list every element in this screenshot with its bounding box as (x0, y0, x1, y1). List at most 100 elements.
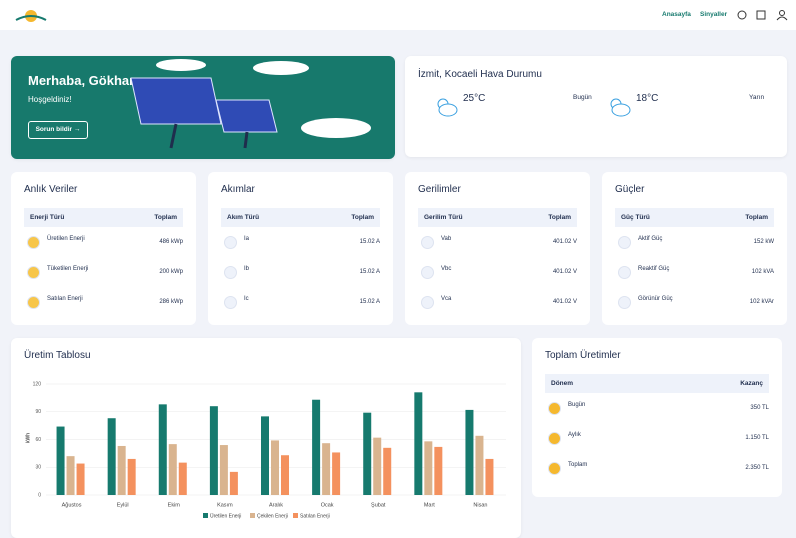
row-label: Ic (244, 296, 249, 302)
row-icon (27, 236, 40, 249)
y-axis-label: kWh (25, 433, 31, 443)
row-value: 200 kWp (159, 269, 183, 275)
y-tick-label: 0 (38, 492, 41, 498)
table-header: Gerilim Türü Toplam (418, 208, 577, 227)
row-value: 2.350 TL (745, 465, 769, 471)
bar (66, 456, 75, 495)
nav-link[interactable]: Sinyaller (700, 11, 728, 18)
row-icon (224, 296, 237, 309)
x-tick-label: Kasım (217, 502, 233, 508)
row-label: Aktif Güç (638, 236, 663, 242)
welcome-subtitle: Hoşgeldiniz! (28, 95, 72, 104)
row-value: 15.02 A (359, 299, 380, 305)
row-icon (421, 296, 434, 309)
weather-title: İzmit, Kocaeli Hava Durumu (418, 69, 542, 80)
bar (209, 406, 218, 495)
bar (485, 458, 494, 495)
row-label: Aylık (568, 432, 581, 438)
top-bar: Anasayfa Sinyaller (0, 0, 796, 30)
bar (414, 392, 423, 495)
legend-swatch (293, 513, 298, 518)
bar (76, 463, 85, 495)
legend-swatch (203, 513, 208, 518)
card-title: Güçler (615, 184, 645, 195)
row-value: 401.02 V (552, 239, 577, 245)
row-icon (224, 236, 237, 249)
row-value: 286 kWp (159, 299, 183, 305)
bar (383, 447, 392, 495)
column-header: Toplam (351, 214, 374, 221)
bar (127, 458, 136, 495)
row-icon (618, 296, 631, 309)
row-value: 102 kVAr (749, 299, 774, 305)
data-card: Gerilimler Gerilim Türü Toplam Vab 401.02 V V… (405, 172, 590, 325)
logo[interactable] (14, 6, 48, 24)
table-header: Akım Türü Toplam (221, 208, 380, 227)
bar (56, 426, 65, 495)
row-value: 102 kVA (751, 269, 774, 275)
bar (373, 437, 382, 495)
bar (178, 462, 187, 495)
column-header: Toplam (154, 214, 177, 221)
row-label: Vca (441, 296, 452, 302)
row-icon (421, 266, 434, 279)
report-button[interactable]: Sorun bildir → (28, 121, 88, 139)
welcome-title: Merhaba, Gökhan (28, 73, 138, 88)
bar (332, 452, 341, 495)
row-label: Ib (244, 266, 250, 272)
x-tick-label: Ocak (321, 502, 334, 508)
bar (117, 445, 126, 495)
chart-title: Üretim Tablosu (24, 350, 91, 361)
column-header: Güç Türü (621, 214, 650, 221)
solar-illustration (130, 59, 371, 149)
x-tick-label: Nisan (473, 502, 487, 508)
row-label: Tüketilen Enerji (47, 266, 89, 272)
x-tick-label: Eylül (117, 502, 129, 508)
row-value: 152 kW (753, 239, 774, 245)
day-label: Bugün (573, 94, 592, 101)
bar (434, 446, 443, 495)
row-label: Görünür Güç (638, 296, 673, 302)
bar (281, 455, 289, 495)
toolbar-icons[interactable] (736, 9, 788, 21)
y-tick-label: 120 (33, 381, 42, 387)
temperature: 18°C (636, 93, 659, 104)
column-header: Kazanç (740, 380, 763, 387)
column-header: Gerilim Türü (424, 214, 463, 221)
data-card: Akımlar Akım Türü Toplam Ia 15.02 A Ib 15.02 A… (208, 172, 393, 325)
row-label: Bugün (568, 402, 586, 408)
data-card: Güçler Güç Türü Toplam Aktif Güç 152 kW Reakt… (602, 172, 787, 325)
bar (229, 471, 238, 495)
x-tick-label: Ağustos (62, 502, 82, 508)
bar (465, 409, 474, 495)
row-icon (27, 296, 40, 309)
row-label: Reaktif Güç (638, 266, 670, 272)
bar (219, 445, 228, 495)
x-tick-label: Aralık (269, 502, 283, 508)
row-value: 1.150 TL (745, 435, 769, 441)
card-title: Gerilimler (418, 184, 461, 195)
bar (271, 440, 279, 495)
weather-icon (437, 98, 458, 117)
row-icon (618, 236, 631, 249)
data-card: Anlık Veriler Enerji Türü Toplam Üretilen E… (11, 172, 196, 325)
bar (261, 416, 269, 495)
bar (363, 412, 372, 495)
bar (168, 444, 177, 495)
nav-link[interactable]: Anasayfa (662, 11, 691, 18)
column-header: Toplam (548, 214, 571, 221)
y-tick-label: 30 (35, 465, 41, 471)
card-title: Toplam Üretimler (545, 350, 621, 361)
row-value: 401.02 V (552, 269, 577, 275)
row-label: Ia (244, 236, 250, 242)
x-tick-label: Ekim (168, 502, 181, 508)
row-label: Üretilen Enerji (47, 236, 85, 242)
weather-card: İzmit, Kocaeli Hava Durumu 25°C Bugün 18… (405, 56, 787, 157)
row-icon (548, 402, 561, 415)
card-title: Anlık Veriler (24, 184, 78, 195)
bar (322, 443, 331, 495)
table-header: Enerji Türü Toplam (24, 208, 183, 227)
totals-card: Toplam Üretimler Dönem Kazanç Bugün 350 TL Ay… (532, 338, 782, 497)
bar (424, 441, 433, 495)
